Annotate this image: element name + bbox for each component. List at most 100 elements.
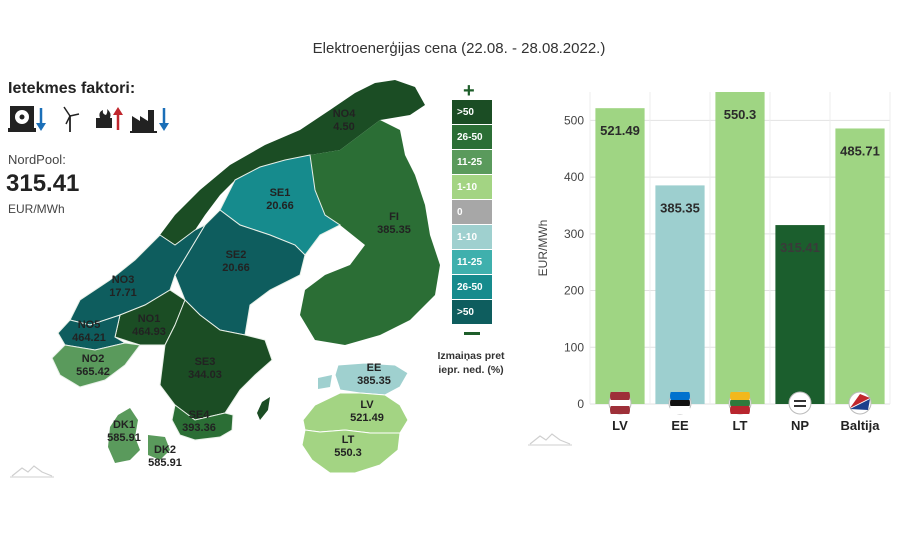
region-code: SE2 [226,249,247,261]
legend-cell: 1-10 [452,225,492,249]
region-code: NO4 [333,108,357,120]
region-label-SE4: SE4 393.36 [182,409,216,434]
baltic-flag-part [850,394,870,408]
factory-icon [130,110,157,133]
legend-caption: Izmaiņas pret iepr. ned. (%) [426,349,516,377]
nordpool-label: NordPool: [8,152,66,167]
legend-cell: 1-10 [452,175,492,199]
region-code: SE3 [195,356,216,368]
flag-stripe [610,406,630,414]
y-tick-label: 100 [564,340,584,354]
region-label-SE2: SE2 20.66 [222,249,250,274]
legend-cell: >50 [452,100,492,124]
legend-cell: 0 [452,200,492,224]
region-label-NO3: NO3 17.71 [109,274,137,299]
region-price: 20.66 [222,262,250,274]
region-label-FI: FI 385.35 [377,211,411,236]
legend-cells: >50 26-50 11-25 1-10 0 1-10 11-25 26-50 >50 [452,100,492,324]
region-price: 20.66 [266,200,294,212]
region-price: 393.36 [182,422,216,434]
region-code: LV [360,399,374,411]
region-label-NO2: NO2 565.42 [76,353,110,378]
region-price: 4.50 [333,121,354,133]
watermark-logo-left [10,465,54,478]
legend-cell: >50 [452,300,492,324]
region-price: 585.91 [107,432,141,444]
arrow-down-icon [159,108,169,131]
region-price: 521.49 [350,412,384,424]
region-code: NO1 [138,313,161,325]
region-code: FI [389,211,399,223]
wind-turbine-icon [63,106,80,132]
region-DK1-shape[interactable] [108,408,140,463]
nordpool-logo-mark [794,400,806,402]
bar-baltija[interactable] [835,128,885,404]
region-code: SE1 [270,187,291,199]
baltic-flag-part [850,399,870,410]
region-label-NO1: NO1 464.93 [132,313,166,338]
y-tick-label: 0 [577,397,584,411]
region-NO4-shape[interactable] [160,80,425,245]
flag-icon [788,391,812,415]
category-label: Baltija [840,418,880,433]
legend-cell: 26-50 [452,275,492,299]
legend-cell: 26-50 [452,125,492,149]
bar-lv[interactable] [595,108,645,404]
flag-stripe [670,406,690,414]
price-bar-chart: 0 100 200 300 400 500 EUR/MWh 521.49 LV 385.35 EE 5… [536,92,891,433]
bar-value-label: 315.41 [780,240,820,255]
region-label-LV: LV 521.49 [350,399,384,424]
factor-icons [8,106,169,133]
gas-icon [96,109,112,128]
plus-icon: + [463,80,475,102]
flag-stripe [670,400,690,406]
region-price: 17.71 [109,287,137,299]
region-price: 464.21 [72,332,106,344]
factors-heading: Ietekmes faktori: [8,80,136,97]
region-label-NO5: NO5 464.21 [72,319,106,344]
bar-np[interactable] [775,225,825,404]
category-label: LT [733,418,748,433]
region-code: DK2 [154,444,176,456]
flag-stripe [730,400,750,406]
region-EE-shape[interactable] [334,362,409,396]
region-label-DK2: DK2 585.91 [148,444,182,469]
bar-lt[interactable] [715,92,765,404]
y-tick-label: 300 [564,227,584,241]
region-NO2-shape[interactable] [51,342,141,388]
chart-title: Elektroenerģijas cena (22.08. - 28.08.20… [312,40,606,57]
bar-value-label: 385.35 [660,200,700,215]
legend-caption-line1: Izmaiņas pret [437,350,505,362]
legend-cell: 11-25 [452,150,492,174]
region-label-SE1: SE1 20.66 [266,187,294,212]
arrow-up-icon [113,107,123,130]
legend-cell: 11-25 [452,250,492,274]
region-LT-shape[interactable] [301,429,401,474]
watermark-logo-right [528,433,572,446]
region-price: 385.35 [377,224,411,236]
region-price: 550.3 [334,447,362,459]
region-code: SE4 [189,409,211,421]
flag-stripe [730,392,750,400]
region-code: EE [367,362,382,374]
category-label: LV [612,418,628,433]
y-tick-label: 500 [564,113,584,127]
bar-ee[interactable] [655,185,705,404]
nordpool-logo-mark [794,405,806,407]
region-price: 344.03 [188,369,222,381]
arrow-down-icon [36,108,46,131]
minus-icon [464,332,480,335]
nordpool-value: 315.41 [6,170,80,197]
region-label-LT: LT 550.3 [334,434,362,459]
flag-stripe [610,392,630,400]
y-tick-label: 200 [564,284,584,298]
bar-value-label: 521.49 [600,123,640,138]
island-saaremaa-shape [318,375,332,389]
region-code: NO3 [112,274,135,286]
region-DK2-shape[interactable] [148,435,170,460]
region-FI-shape[interactable] [300,120,440,345]
category-label: NP [791,418,809,433]
y-axis-label: EUR/MWh [536,220,550,277]
region-SE4-shape[interactable] [171,404,234,441]
region-SE3-shape[interactable] [159,299,273,421]
